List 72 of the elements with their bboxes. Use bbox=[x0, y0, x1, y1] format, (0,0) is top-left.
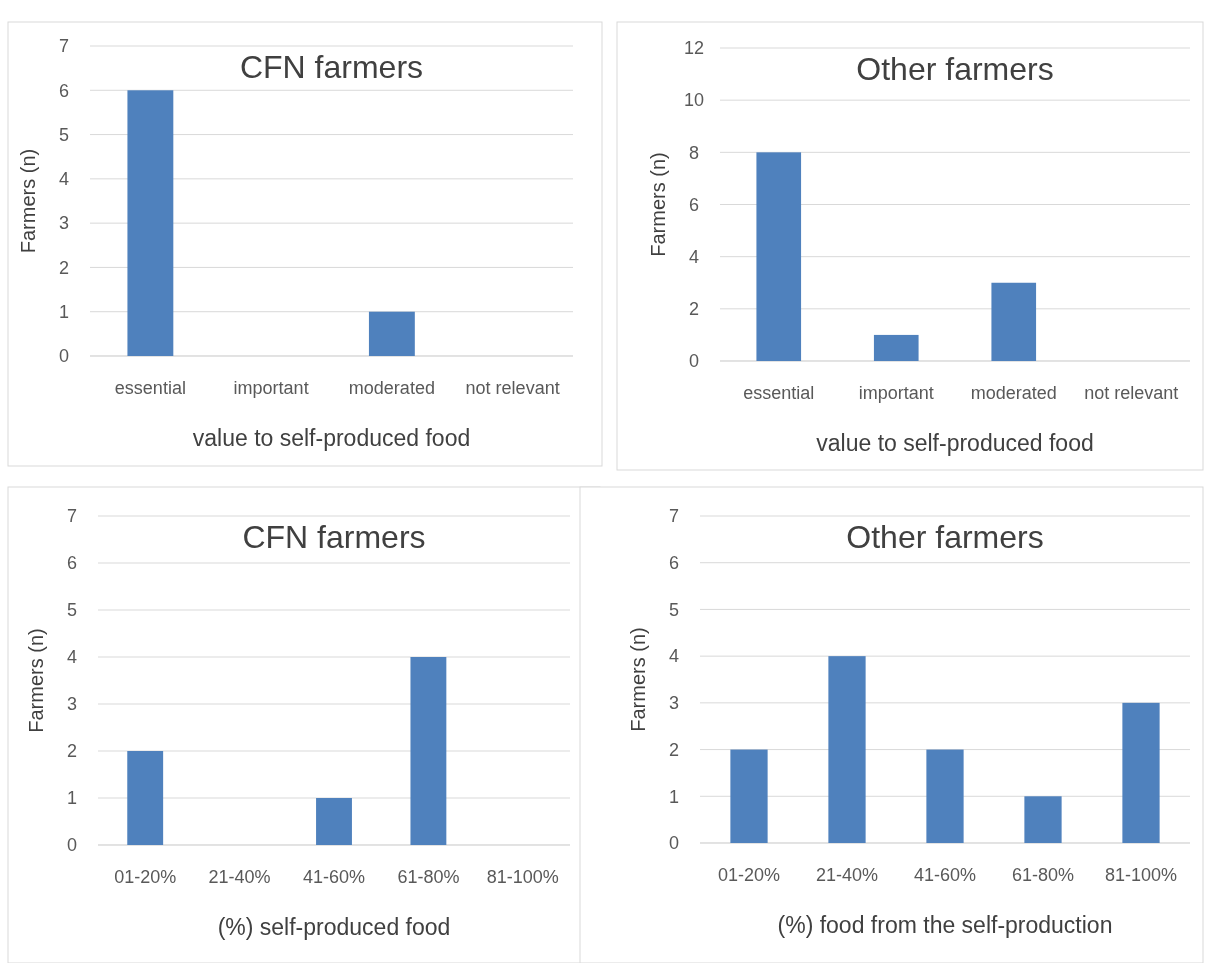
y-tick-label: 4 bbox=[668, 646, 680, 667]
x-tick-label: 61-80% bbox=[397, 867, 460, 887]
y-tick-label: 2 bbox=[66, 741, 78, 762]
y-tick-label: 0 bbox=[66, 835, 78, 856]
x-axis-title: value to self-produced food bbox=[816, 430, 1094, 456]
bar bbox=[926, 749, 964, 843]
x-tick-label: 41-60% bbox=[913, 865, 977, 885]
y-axis-title: Farmers (n) bbox=[627, 627, 649, 732]
x-axis-title: (%) self-produced food bbox=[217, 914, 451, 940]
bar bbox=[730, 749, 768, 843]
y-tick-label: 5 bbox=[66, 600, 78, 621]
y-tick-label: 3 bbox=[58, 213, 70, 234]
bar bbox=[828, 656, 866, 843]
chart-title: Other farmers bbox=[846, 519, 1044, 555]
bar bbox=[991, 282, 1037, 361]
bar bbox=[756, 152, 802, 361]
x-tick-label: 61-80% bbox=[1011, 865, 1075, 885]
x-tick-label: 41-60% bbox=[302, 867, 366, 887]
y-axis-title: Farmers (n) bbox=[17, 148, 39, 254]
y-tick-label: 3 bbox=[66, 694, 78, 715]
y-tick-label: 0 bbox=[58, 346, 70, 367]
bar bbox=[316, 798, 352, 845]
x-tick-label: moderated bbox=[348, 378, 435, 398]
y-tick-label: 7 bbox=[58, 36, 70, 57]
x-axis-title: value to self-produced food bbox=[192, 425, 471, 451]
x-tick-label: not relevant bbox=[465, 378, 560, 398]
x-tick-label: important bbox=[858, 383, 934, 403]
y-tick-label: 1 bbox=[58, 302, 70, 323]
x-tick-label: moderated bbox=[970, 383, 1057, 403]
y-tick-label: 7 bbox=[668, 506, 680, 527]
y-tick-label: 6 bbox=[668, 553, 680, 574]
x-tick-label: 21-40% bbox=[815, 865, 879, 885]
bar bbox=[873, 334, 919, 361]
chart-title: CFN farmers bbox=[242, 519, 426, 555]
bar bbox=[1122, 702, 1160, 843]
bar bbox=[1024, 796, 1062, 843]
y-tick-label: 2 bbox=[58, 257, 70, 278]
y-tick-label: 4 bbox=[66, 647, 78, 668]
y-tick-label: 2 bbox=[688, 299, 700, 320]
y-tick-label: 1 bbox=[66, 788, 78, 809]
y-axis-title: Farmers (n) bbox=[647, 152, 669, 257]
x-tick-label: 81-100% bbox=[486, 867, 559, 887]
y-tick-label: 3 bbox=[668, 693, 680, 714]
y-tick-label: 4 bbox=[58, 169, 70, 190]
x-tick-label: 01-20% bbox=[114, 867, 177, 887]
chart-title: Other farmers bbox=[856, 51, 1054, 87]
y-tick-label: 6 bbox=[688, 194, 700, 215]
y-axis-title: Farmers (n) bbox=[25, 628, 47, 733]
y-tick-label: 12 bbox=[683, 38, 705, 59]
x-axis-title: (%) food from the self-production bbox=[777, 912, 1113, 938]
y-tick-label: 6 bbox=[58, 80, 70, 101]
y-tick-label: 1 bbox=[668, 786, 680, 807]
bar bbox=[410, 657, 447, 845]
y-tick-label: 0 bbox=[688, 351, 700, 372]
y-tick-label: 2 bbox=[668, 739, 680, 760]
x-tick-label: 81-100% bbox=[1104, 865, 1178, 885]
x-tick-label: important bbox=[233, 378, 309, 398]
x-tick-label: 01-20% bbox=[717, 865, 781, 885]
y-tick-label: 5 bbox=[668, 599, 680, 620]
x-tick-label: essential bbox=[743, 383, 815, 403]
y-tick-label: 10 bbox=[683, 90, 705, 111]
chart-title: CFN farmers bbox=[239, 49, 424, 85]
y-tick-label: 5 bbox=[58, 124, 70, 145]
x-tick-label: essential bbox=[114, 378, 186, 398]
x-tick-label: 21-40% bbox=[208, 867, 271, 887]
bar bbox=[127, 751, 164, 845]
y-tick-label: 0 bbox=[668, 833, 680, 854]
y-tick-label: 8 bbox=[688, 142, 700, 163]
y-tick-label: 6 bbox=[66, 553, 78, 574]
y-tick-label: 4 bbox=[688, 246, 700, 267]
x-tick-label: not relevant bbox=[1084, 383, 1179, 403]
y-tick-label: 7 bbox=[66, 506, 78, 527]
